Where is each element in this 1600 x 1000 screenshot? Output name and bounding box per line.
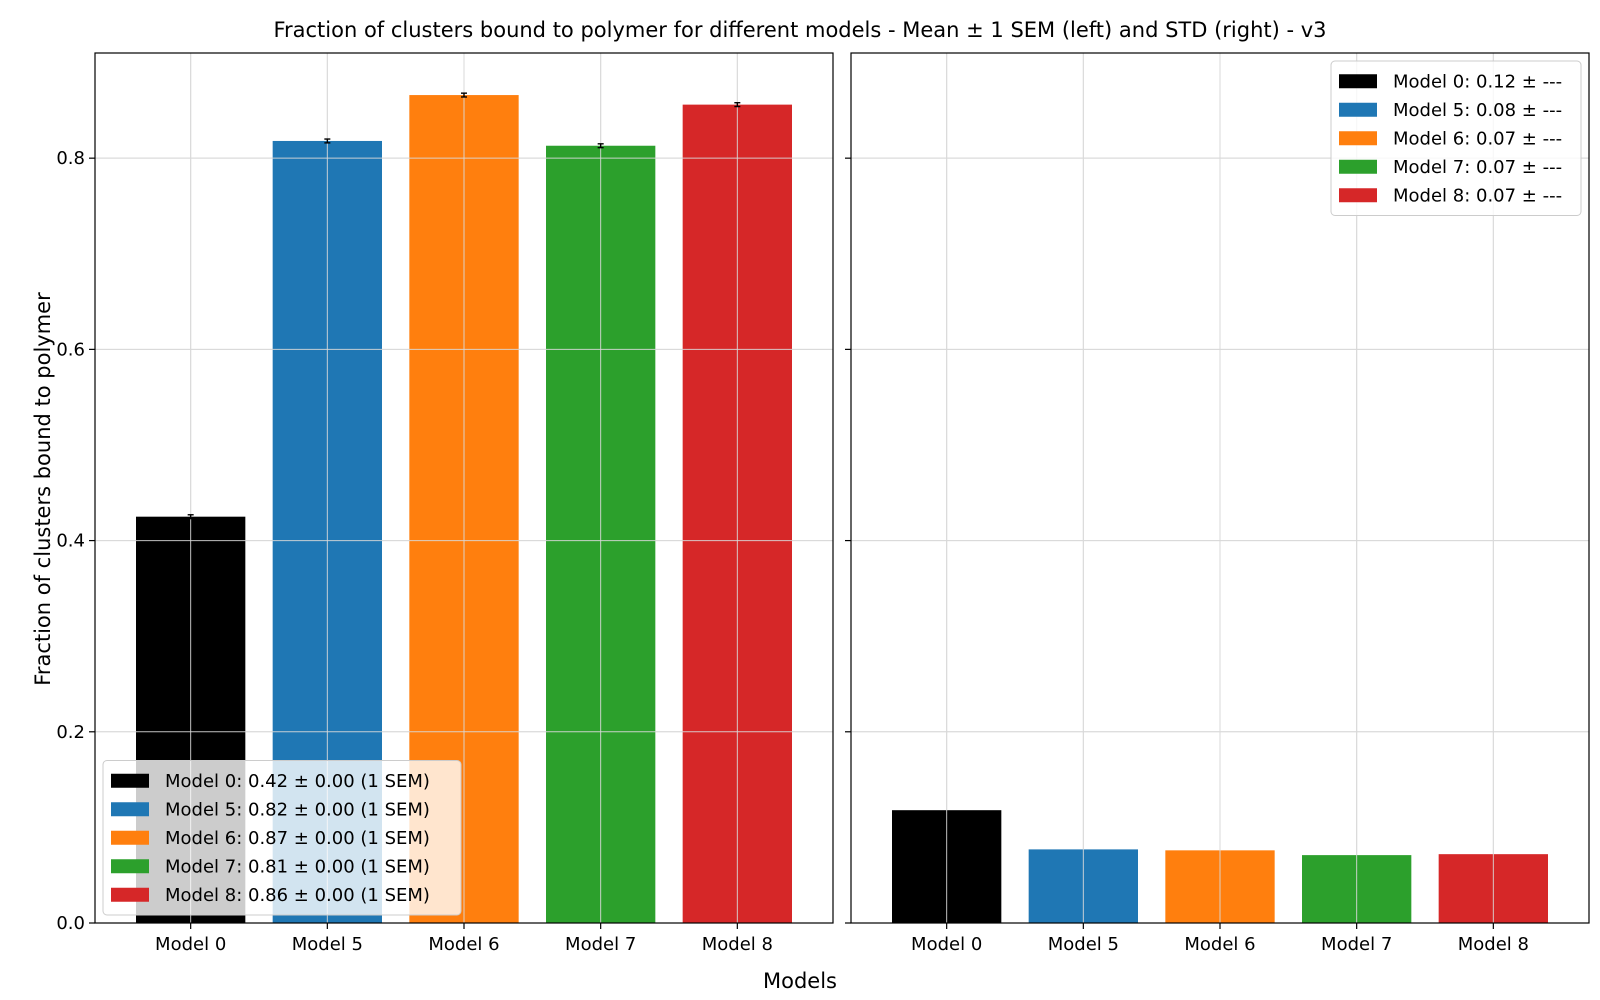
y-tick-label: 0.2	[56, 722, 85, 743]
error-bar	[734, 102, 741, 108]
legend: Model 0: 0.42 ± 0.00 (1 SEM) Model 5: 0.8…	[102, 760, 462, 916]
legend-entry: Model 7: 0.81 ± 0.00 (1 SEM)	[165, 856, 430, 877]
x-tick-label: Model 0	[911, 934, 982, 955]
x-tick-label: Model 6	[428, 934, 499, 955]
y-tick-label: 0.0	[56, 913, 85, 934]
legend-swatch	[111, 773, 149, 788]
x-tick-label: Model 8	[702, 934, 773, 955]
error-bar	[461, 92, 467, 98]
error-bar	[324, 138, 331, 144]
legend-swatch	[111, 802, 149, 817]
x-tick-label: Model 6	[1184, 934, 1255, 955]
right-panel: Model 0 Model 5 Model 6 Model 7 Model 8 Model…	[845, 52, 1590, 955]
x-tick-label: Model 0	[155, 934, 226, 955]
y-tick-label: 0.6	[56, 339, 85, 360]
x-tick-label: Model 5	[1048, 934, 1119, 955]
legend-entry: Model 7: 0.07 ± ---	[1393, 157, 1562, 178]
left-panel: 0.0 0.2 0.4 0.6 0.8 Model 0 Model 5 Model 6 Mode…	[56, 52, 834, 955]
legend-swatch	[111, 830, 149, 845]
x-tick-label: Model 7	[565, 934, 636, 955]
y-axis-label: Fraction of clusters bound to polymer	[31, 292, 55, 686]
legend-swatch	[1339, 131, 1377, 146]
legend-swatch	[1339, 188, 1377, 203]
error-bar	[597, 143, 604, 149]
legend-swatch	[1339, 159, 1377, 174]
x-tick-label: Model 8	[1458, 934, 1529, 955]
x-tick-label: Model 7	[1321, 934, 1392, 955]
legend-entry: Model 6: 0.07 ± ---	[1393, 128, 1562, 149]
x-tick-label: Model 5	[292, 934, 363, 955]
legend-entry: Model 0: 0.42 ± 0.00 (1 SEM)	[165, 771, 430, 792]
y-tick-label: 0.4	[56, 531, 85, 552]
legend-swatch	[1339, 74, 1377, 89]
legend-box	[102, 760, 462, 916]
legend-entry: Model 5: 0.08 ± ---	[1393, 100, 1562, 121]
legend-entry: Model 0: 0.12 ± ---	[1393, 71, 1562, 92]
legend: Model 0: 0.12 ± --- Model 5: 0.08 ± --- Mo…	[1330, 60, 1582, 216]
legend-entry: Model 8: 0.86 ± 0.00 (1 SEM)	[165, 885, 430, 906]
legend-entry: Model 5: 0.82 ± 0.00 (1 SEM)	[165, 799, 430, 820]
legend-swatch	[1339, 102, 1377, 117]
axes-frame	[94, 52, 834, 924]
legend-swatch	[111, 887, 149, 902]
y-tick-label: 0.8	[56, 148, 85, 169]
axes-frame	[850, 52, 1590, 924]
error-bar	[187, 514, 194, 520]
legend-entry: Model 6: 0.87 ± 0.00 (1 SEM)	[165, 828, 430, 849]
legend-swatch	[111, 859, 149, 874]
x-axis-label: Models	[763, 969, 837, 993]
chart-title: Fraction of clusters bound to polymer fo…	[273, 18, 1326, 42]
legend-box	[1330, 60, 1582, 216]
legend-entry: Model 8: 0.07 ± ---	[1393, 185, 1562, 206]
